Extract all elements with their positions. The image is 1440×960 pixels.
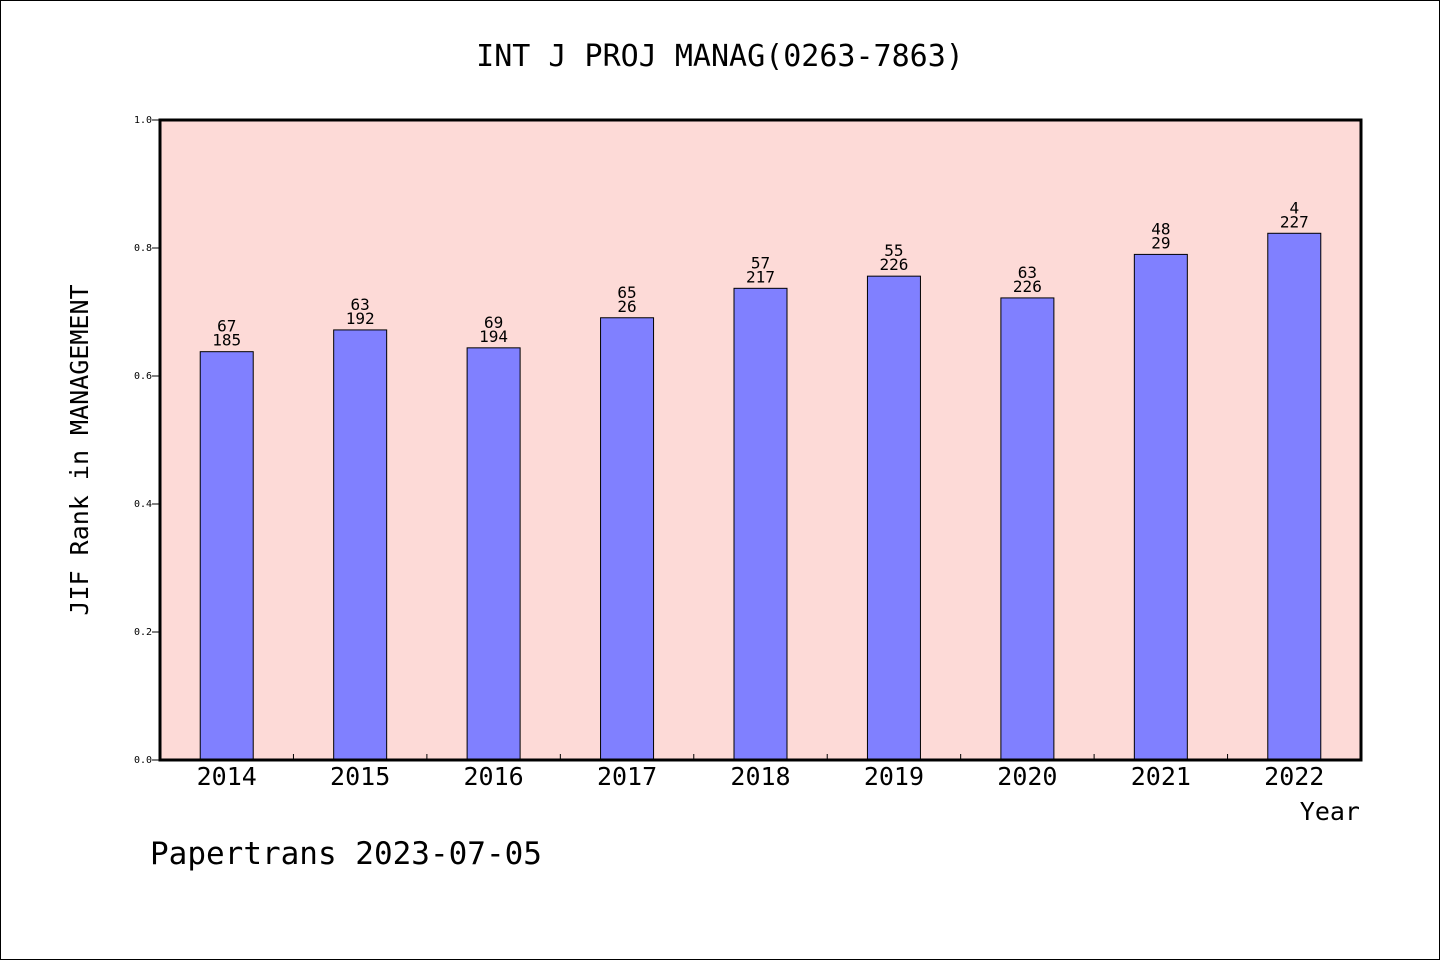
rank-label-2022: 4 [1289,198,1299,217]
rank-label-2020: 63 [1018,263,1037,282]
y-tick-label: 1.0 [134,115,152,126]
bar-2014 [199,351,254,761]
x-tick-label-2020: 2020 [997,762,1057,791]
chart-title: INT J PROJ MANAG(0263-7863) [476,39,964,74]
bar-2017 [600,317,655,761]
y-tick-label: 0.4 [134,499,152,510]
x-axis-label: Year [1300,797,1360,826]
x-tick-label-2014: 2014 [197,762,257,791]
total-label-2014: 185 [212,331,241,350]
y-axis-label: JIF Rank in MANAGEMENT [65,284,94,615]
total-label-2019: 226 [879,255,908,274]
rank-label-2017: 65 [617,283,636,302]
x-tick-label-2017: 2017 [597,762,657,791]
total-label-2020: 226 [1013,277,1042,296]
rank-label-2014: 67 [217,317,236,336]
x-tick-label-2018: 2018 [730,762,790,791]
x-tick-label-2016: 2016 [464,762,524,791]
x-tick-label-2019: 2019 [864,762,924,791]
bar-2019 [866,275,921,761]
total-label-2015: 192 [346,309,375,328]
total-label-2016: 194 [479,327,508,346]
total-label-2022: 227 [1280,212,1309,231]
bar-2021 [1133,253,1188,761]
rank-label-2021: 48 [1151,219,1170,238]
rank-label-2019: 55 [884,241,903,260]
y-axis: 0.0 0.2 0.4 0.6 0.8 1.0 [134,115,160,766]
x-tick-label-2022: 2022 [1264,762,1324,791]
total-label-2021: 29 [1151,233,1170,252]
bar-2020 [1000,297,1055,761]
x-tick-label-2021: 2021 [1131,762,1191,791]
bar-2015 [333,329,388,761]
rank-label-2018: 57 [751,253,770,272]
bar-2016 [466,347,521,761]
y-tick-label: 0.8 [134,243,152,254]
bar-2018 [733,287,788,761]
plot-border [158,118,1363,762]
rank-label-2016: 69 [484,313,503,332]
rank-label-2015: 63 [351,295,370,314]
y-tick-label: 0.0 [134,755,152,766]
y-tick-label: 0.6 [134,371,152,382]
total-label-2018: 217 [746,267,775,286]
y-tick-label: 0.2 [134,627,152,638]
total-label-2017: 26 [617,297,636,316]
x-tick-label-2015: 2015 [330,762,390,791]
footer-credit: Papertrans 2023-07-05 [150,836,542,872]
bar-2022 [1267,232,1322,761]
x-axis: 2014 2015 2016 2017 2018 2019 2020 2021 2022 [197,754,1324,791]
